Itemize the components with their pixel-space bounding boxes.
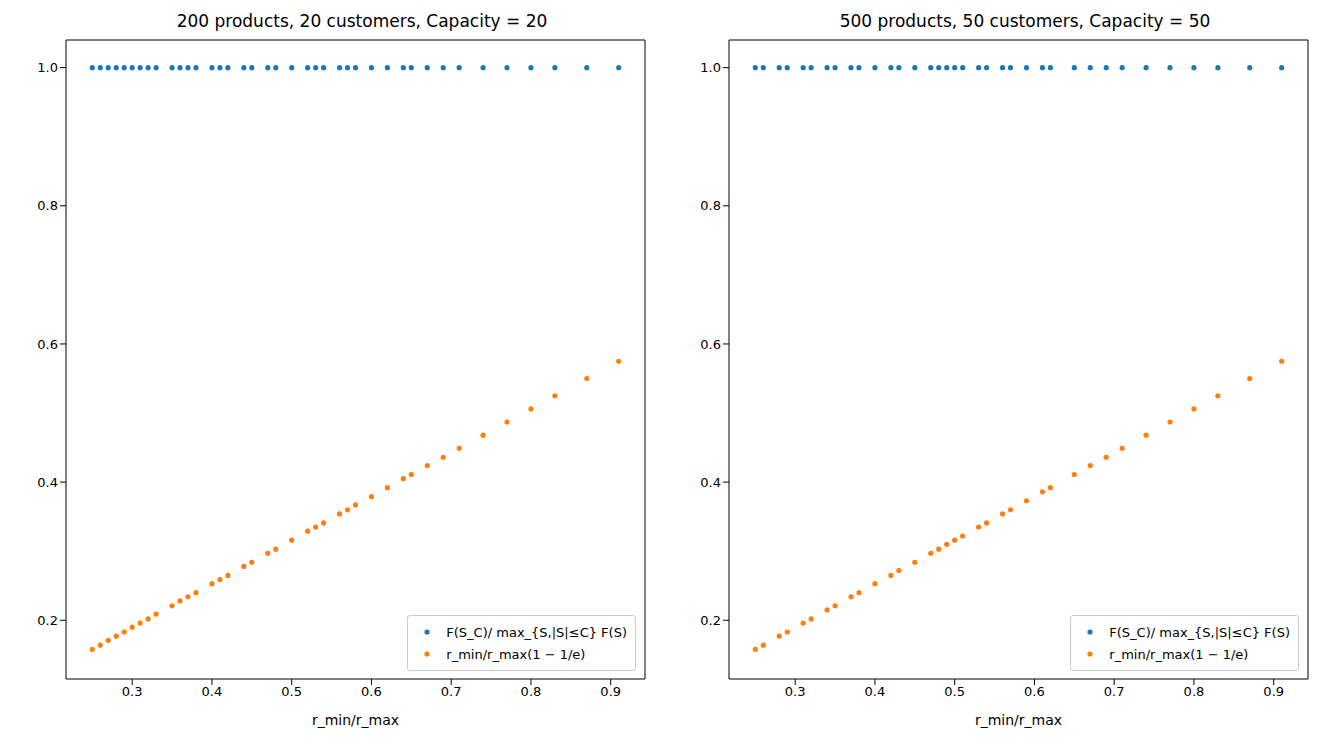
svg-text:0.4: 0.4 bbox=[700, 475, 721, 490]
svg-text:0.7: 0.7 bbox=[1104, 684, 1125, 699]
svg-text:0.8: 0.8 bbox=[521, 684, 542, 699]
svg-text:0.6: 0.6 bbox=[700, 337, 721, 352]
svg-text:0.6: 0.6 bbox=[1024, 684, 1045, 699]
svg-text:0.8: 0.8 bbox=[1184, 684, 1205, 699]
svg-text:0.2: 0.2 bbox=[700, 613, 721, 628]
svg-text:0.5: 0.5 bbox=[281, 684, 302, 699]
svg-text:0.3: 0.3 bbox=[122, 684, 143, 699]
svg-text:0.8: 0.8 bbox=[700, 198, 721, 213]
svg-text:0.4: 0.4 bbox=[37, 475, 58, 490]
html-text:F(S_C)/ max_{S,|S|≤C} F(S): F(S_C)/ max_{S,|S|≤C} F(S) bbox=[1109, 624, 1290, 640]
svg-text:0.4: 0.4 bbox=[202, 684, 223, 699]
svg-text:0.9: 0.9 bbox=[600, 684, 621, 699]
html-text:F(S_C)/ max_{S,|S|≤C} F(S): F(S_C)/ max_{S,|S|≤C} F(S) bbox=[446, 624, 627, 640]
html-text:500 products, 50 customers, Ca: 500 products, 50 customers, Capacity = 5… bbox=[839, 11, 1211, 31]
svg-text:0.3: 0.3 bbox=[785, 684, 806, 699]
svg-text:0.6: 0.6 bbox=[361, 684, 382, 699]
svg-text:0.9: 0.9 bbox=[1263, 684, 1284, 699]
html-text:r_min/r_max(1 − 1/e): r_min/r_max(1 − 1/e) bbox=[1109, 646, 1249, 662]
svg-text:0.2: 0.2 bbox=[37, 613, 58, 628]
svg-text:0.5: 0.5 bbox=[944, 684, 965, 699]
svg-text:0.8: 0.8 bbox=[37, 198, 58, 213]
svg-text:r_min/r_max: r_min/r_max bbox=[975, 712, 1062, 728]
html-text:r_min/r_max(1 − 1/e): r_min/r_max(1 − 1/e) bbox=[446, 646, 586, 662]
svg-text:0.4: 0.4 bbox=[865, 684, 886, 699]
svg-text:r_min/r_max: r_min/r_max bbox=[312, 712, 399, 728]
svg-text:1.0: 1.0 bbox=[37, 60, 58, 75]
svg-text:0.6: 0.6 bbox=[37, 337, 58, 352]
html-text:200 products, 20 customers, Ca: 200 products, 20 customers, Capacity = 2… bbox=[176, 11, 548, 31]
svg-text:1.0: 1.0 bbox=[700, 60, 721, 75]
svg-text:0.7: 0.7 bbox=[441, 684, 462, 699]
